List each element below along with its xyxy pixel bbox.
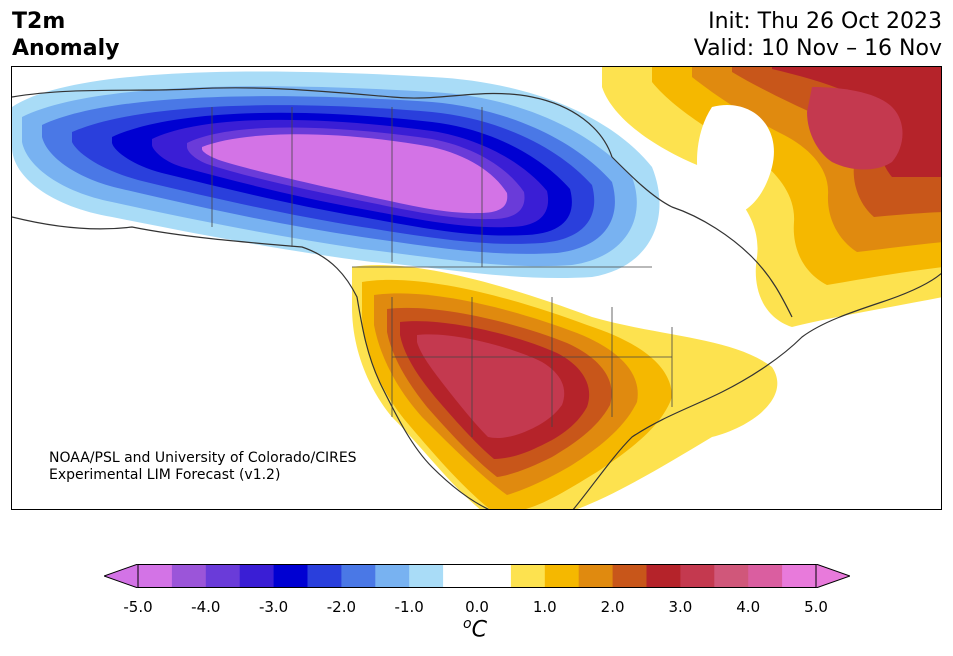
units-letter: C <box>471 617 487 643</box>
init-date: Init: Thu 26 Oct 2023 <box>708 9 942 34</box>
colorbar-segment <box>307 564 342 588</box>
colorbar-segment <box>612 564 647 588</box>
colorbar-segment <box>138 564 173 588</box>
colorbar-segment <box>578 564 614 588</box>
cold-core <box>202 134 508 214</box>
colorbar-segment <box>341 564 376 588</box>
colorbar-tick-label: 4.0 <box>736 598 761 616</box>
colorbar-segment <box>239 564 275 588</box>
colorbar-segment <box>646 564 681 588</box>
colorbar-tick-label: -3.0 <box>258 598 289 616</box>
colorbar-tick-label: 1.0 <box>532 598 557 616</box>
colorbar-segment <box>409 564 444 588</box>
colorbar-segment <box>375 564 410 588</box>
valid-date: Valid: 10 Nov – 16 Nov <box>693 36 942 61</box>
colorbar-under-arrow <box>104 564 139 588</box>
colorbar-segment <box>273 564 308 588</box>
colorbar-segment <box>544 564 580 588</box>
colorbar-tick-label: 2.0 <box>600 598 625 616</box>
map-canvas <box>12 67 941 509</box>
anomaly-map <box>11 66 942 510</box>
units-degree: o <box>463 616 472 632</box>
colorbar-segment <box>443 564 478 588</box>
colorbar-tick-label: -4.0 <box>191 598 221 616</box>
colorbar-segment <box>510 564 546 588</box>
colorbar-outline <box>137 564 817 588</box>
colorbar-tick-label: 3.0 <box>668 598 693 616</box>
colorbar <box>104 564 850 588</box>
colorbar-segment <box>477 564 512 588</box>
colorbar-tick-label: -5.0 <box>123 598 153 616</box>
credit-text: NOAA/PSL and University of Colorado/CIRE… <box>49 450 357 484</box>
credit-line1: NOAA/PSL and University of Colorado/CIRE… <box>49 450 357 466</box>
map-title: T2m Anomaly <box>12 8 119 62</box>
forecast-dates: Init: Thu 26 Oct 2023 Valid: 10 Nov – 16… <box>694 8 942 62</box>
colorbar-segment <box>680 564 715 588</box>
warm-core <box>417 334 565 438</box>
map-title-line1: T2m <box>12 9 66 34</box>
colorbar-tick-label: 0.0 <box>465 598 489 616</box>
colorbar-tick-label: -1.0 <box>394 598 424 616</box>
map-title-line2: Anomaly <box>12 36 120 61</box>
colorbar-segment <box>714 564 749 588</box>
ne-warm-core <box>807 87 903 170</box>
colorbar-segment <box>205 564 241 588</box>
colorbar-tick-label: -2.0 <box>326 598 357 616</box>
great-lakes <box>622 277 715 327</box>
hudson-bay <box>697 105 774 215</box>
colorbar-segment <box>748 564 783 588</box>
coastlines <box>12 87 941 509</box>
colorbar-units: oC <box>463 616 487 642</box>
colorbar-tick-label: 5.0 <box>804 598 828 616</box>
political-borders <box>211 107 673 437</box>
colorbar-segment <box>782 564 817 588</box>
colorbar-over-arrow <box>815 564 850 588</box>
credit-line2: Experimental LIM Forecast (v1.2) <box>49 467 281 483</box>
colorbar-segment <box>171 564 207 588</box>
